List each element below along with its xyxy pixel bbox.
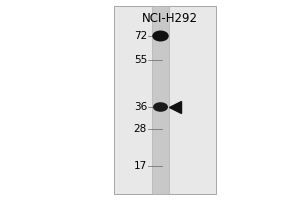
Text: NCI-H292: NCI-H292 [142,12,197,25]
Text: 55: 55 [134,55,147,65]
Ellipse shape [152,30,169,42]
Ellipse shape [153,102,168,112]
Bar [152,6,169,194]
Text: 36: 36 [134,102,147,112]
Text: 28: 28 [134,124,147,134]
Text: 17: 17 [134,161,147,171]
Bar [114,6,216,194]
Text: 72: 72 [134,31,147,41]
